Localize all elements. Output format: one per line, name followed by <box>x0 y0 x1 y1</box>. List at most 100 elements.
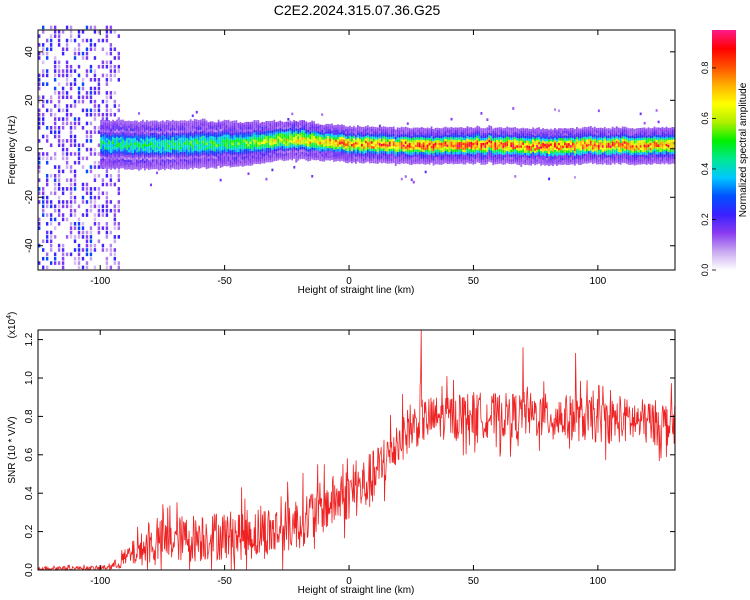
spectrogram-cell <box>273 129 276 133</box>
spectrogram-cell <box>41 117 45 121</box>
spectrogram-cell <box>456 159 459 162</box>
spectrogram-cell <box>568 128 570 132</box>
spectrogram-cell <box>568 135 570 139</box>
spectrogram-cell <box>573 146 576 149</box>
spectrogram-cell <box>237 149 240 153</box>
spectrogram-cell <box>209 138 212 142</box>
spectrogram-cell <box>126 135 128 139</box>
spectrogram-cell <box>508 137 511 140</box>
spectrogram-cell <box>311 125 314 129</box>
spectrogram-cell <box>556 148 558 152</box>
spectrogram-cell <box>233 161 236 165</box>
spectrogram-cell <box>147 140 150 144</box>
spectrogram-cell <box>575 146 578 150</box>
spectrogram-cell <box>291 128 294 132</box>
spectrogram-cell <box>231 120 234 124</box>
spectrogram-cell <box>378 130 381 134</box>
spectrogram-cell <box>360 129 363 132</box>
spectrogram-cell <box>554 147 556 150</box>
spectrogram-cell <box>217 124 220 128</box>
spectrogram-cell <box>607 154 610 158</box>
spectrogram-cell <box>518 148 521 151</box>
spectrogram-cell <box>520 137 523 141</box>
spectrogram-cell <box>498 129 501 133</box>
spectrogram-cell <box>273 141 276 145</box>
spectrogram-cell <box>609 160 612 163</box>
spectrogram-cell <box>205 125 208 128</box>
spectrogram-cell <box>321 149 323 152</box>
spectrogram-cell <box>562 135 564 139</box>
spectrogram-cell <box>124 159 126 163</box>
spectrogram-cell <box>448 129 451 133</box>
spectrogram-cell <box>132 121 134 124</box>
spectrogram-cell <box>124 135 126 139</box>
spectrogram-cell <box>132 160 134 163</box>
spectrogram-cell <box>480 157 483 160</box>
spectrogram-cell <box>233 139 236 143</box>
spectrogram-cell <box>179 142 182 145</box>
spectrogram-cell <box>106 140 108 143</box>
spectrogram-cell <box>267 133 270 136</box>
spectrogram-cell <box>416 137 419 140</box>
spectrogram-cell <box>132 167 134 170</box>
spectrogram-cell <box>235 161 238 165</box>
spectrogram-cell <box>480 147 483 151</box>
spectrogram-cell <box>89 165 93 169</box>
spectrogram-cell <box>155 159 158 163</box>
spectrogram-cell <box>444 129 447 132</box>
spectrogram-cell <box>117 51 121 56</box>
spectrogram-cell <box>295 150 298 153</box>
spectrogram-cell <box>175 152 178 155</box>
spectrogram-cell <box>241 159 244 163</box>
spectrogram-cell <box>404 160 407 164</box>
spectrogram-cell <box>510 142 513 145</box>
spectrogram-cell <box>231 128 234 131</box>
spectrogram-cell <box>45 230 49 235</box>
spectrogram-cell <box>144 126 146 130</box>
spectrogram-cell <box>159 121 162 124</box>
spectrogram-cell <box>124 142 126 146</box>
spectrogram-cell <box>291 126 294 129</box>
spectrogram-cell <box>128 125 130 129</box>
spectrogram-cell <box>195 124 198 127</box>
spectrogram-cell <box>416 156 419 160</box>
figure-title: C2E2.2024.315.07.36.G25 <box>274 2 441 18</box>
spectrogram-cell <box>38 117 41 121</box>
spectrogram-cell <box>601 142 604 146</box>
spectrogram-cell <box>265 157 268 160</box>
spectrogram-cell <box>552 141 554 145</box>
spectrogram-cell <box>108 151 110 155</box>
spectrogram-cell <box>285 150 288 154</box>
spectrogram-cell <box>273 148 276 152</box>
spectrogram-cell <box>77 261 81 265</box>
spectrogram-cell <box>436 134 439 138</box>
spectrogram-cell <box>57 261 61 265</box>
spectrogram-cell <box>105 222 109 226</box>
spectrogram-cell <box>53 91 57 95</box>
spectrogram-cell <box>41 112 45 117</box>
spectrogram-cell <box>175 120 178 124</box>
spectrogram-cell <box>460 139 463 142</box>
spectrogram-cell <box>550 145 552 149</box>
spectrogram-cell <box>404 175 407 178</box>
spectrogram-cell <box>384 155 387 159</box>
spectrogram-cell <box>77 43 81 47</box>
spectrogram-cell <box>448 159 451 162</box>
spectrogram-cell <box>197 137 200 140</box>
spectrogram-cell <box>426 134 429 138</box>
spectrogram-cell <box>315 145 317 149</box>
spectrogram-cell <box>281 140 284 144</box>
spectrogram-cell <box>550 162 552 166</box>
spectrogram-cell <box>538 141 540 145</box>
spectrogram-cell <box>201 147 204 151</box>
spectrogram-cell <box>562 150 564 153</box>
spectrogram-cell <box>410 147 413 151</box>
spectrogram-cell <box>153 137 156 141</box>
spectrogram-cell <box>460 156 463 159</box>
spectrogram-cell <box>163 131 166 134</box>
spectrogram-cell <box>613 132 616 136</box>
spectrogram-cell <box>476 154 479 158</box>
spectrogram-cell <box>510 151 513 155</box>
spectrogram-cell <box>279 137 282 141</box>
spectrogram-cell <box>126 130 128 134</box>
